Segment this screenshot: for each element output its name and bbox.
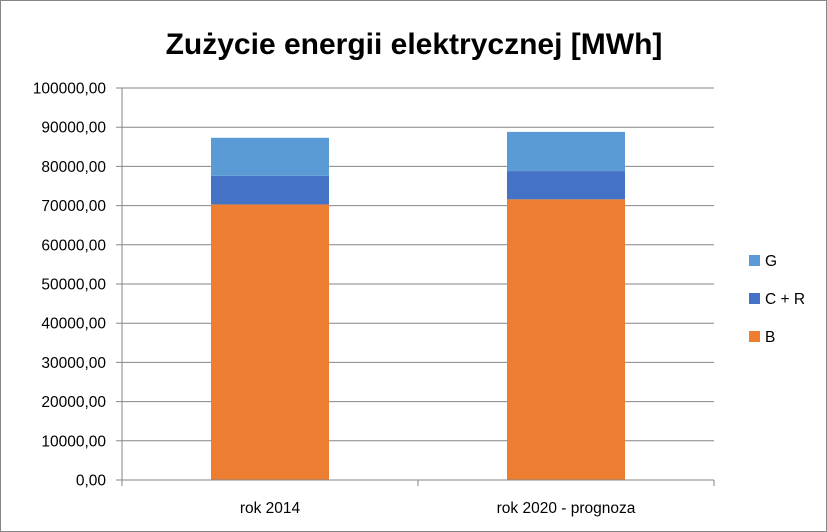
y-tick-label: 50000,00 — [41, 277, 106, 294]
bar-segment-g — [211, 137, 329, 176]
legend-swatch — [749, 331, 760, 342]
y-tick-label: 0,00 — [76, 473, 107, 490]
legend-label: C + R — [765, 291, 805, 308]
x-tick-label: rok 2014 — [240, 500, 301, 517]
y-tick-label: 10000,00 — [41, 433, 106, 450]
y-tick-label: 30000,00 — [41, 355, 106, 372]
bar-segment-b — [507, 199, 625, 480]
axes — [121, 88, 715, 486]
legend: G C + R B — [749, 253, 805, 346]
legend-label: G — [765, 253, 777, 270]
bar-segment-b — [211, 204, 329, 480]
bar-segment-g — [507, 131, 625, 172]
bar-segment-cr — [507, 171, 625, 200]
y-tick-label: 60000,00 — [41, 237, 106, 254]
bars — [211, 131, 625, 480]
y-tick-label: 90000,00 — [41, 120, 106, 137]
y-tick-labels: 0,00 10000,00 20000,00 30000,00 40000,00 5000… — [33, 81, 107, 490]
y-tick-label: 100000,00 — [33, 81, 107, 98]
chart-title: Zużycie energii elektrycznej [MWh] — [166, 28, 663, 61]
legend-swatch — [749, 255, 760, 266]
x-tick-label: rok 2020 - prognoza — [497, 500, 636, 517]
legend-swatch — [749, 293, 760, 304]
y-tick-label: 70000,00 — [41, 198, 106, 215]
y-tick-label: 40000,00 — [41, 316, 106, 333]
y-tick-label: 20000,00 — [41, 394, 106, 411]
bar-segment-cr — [211, 175, 329, 205]
x-tick-labels: rok 2014 rok 2020 - prognoza — [240, 500, 636, 517]
y-tick-label: 80000,00 — [41, 159, 106, 176]
legend-label: B — [765, 329, 775, 346]
